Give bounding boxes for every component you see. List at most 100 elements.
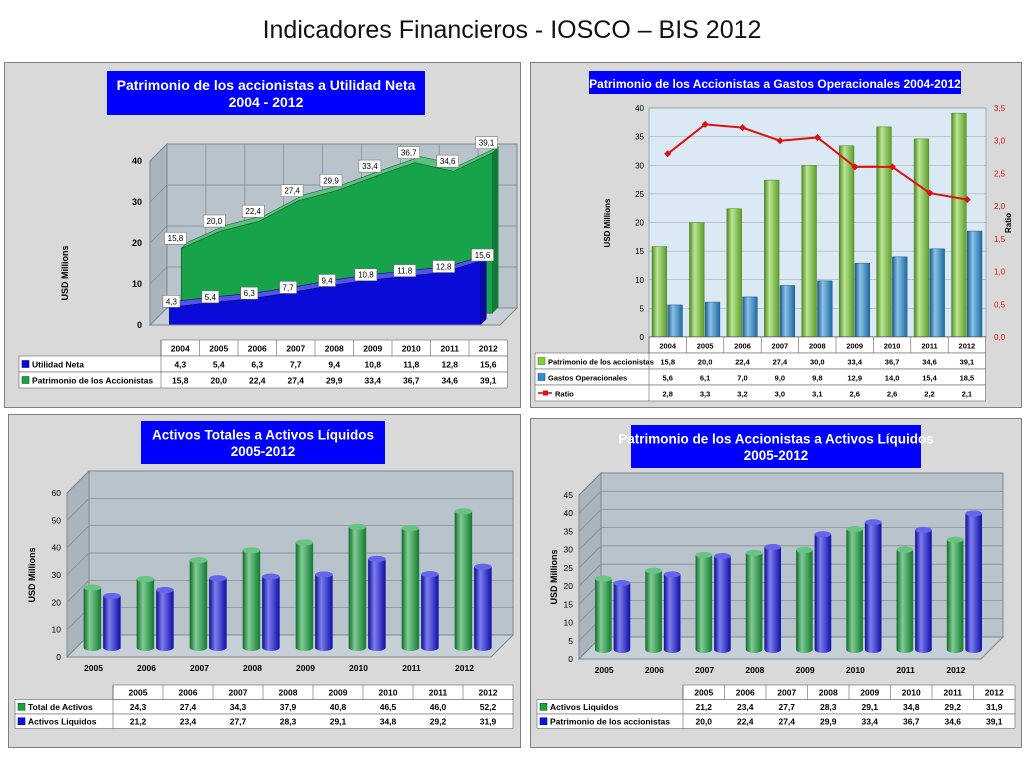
chart0-data-label-box: [471, 248, 494, 262]
chart1-ratio-point: [701, 120, 709, 128]
chart1-table-col-header: 2009: [846, 342, 863, 351]
chart3-bar-top: [846, 526, 863, 533]
table-cell-value: 34,6: [441, 376, 458, 386]
chart-patrimonio-utilidad-neta: Patrimonio de los accionistas a Utilidad…: [18, 71, 519, 389]
table-cell-value: 39,1: [986, 716, 1003, 726]
chart2-table-row: [14, 713, 514, 729]
chart1-y2-tick-label: 3,0: [994, 137, 1006, 146]
chart0-table-col-header: 2006: [248, 344, 267, 354]
legend-marker-icon: [543, 390, 548, 396]
chart3-bar-top: [864, 519, 882, 526]
chart0-data-label-box: [436, 154, 459, 168]
chart0-data-label: 6,3: [244, 289, 256, 298]
table-cell-value: 15,8: [172, 376, 189, 386]
chart1-table-col-header: 2008: [809, 342, 826, 351]
chart0-data-label: 39,1: [479, 139, 495, 148]
chart3-bar: [896, 546, 914, 653]
legend-series-label: Activos Liquidos: [28, 716, 97, 726]
table-cell-value: 6,3: [251, 360, 263, 370]
chart1-y-tick-label: 25: [635, 190, 644, 199]
chart0-title: Patrimonio de los accionistas a Utilidad…: [117, 77, 416, 93]
chart0-data-label-box: [280, 184, 304, 197]
chart0-table-col-header: 2008: [325, 344, 344, 354]
chart2-x-tick-label: 2012: [455, 663, 474, 673]
table-cell-value: 34,8: [380, 716, 397, 726]
legend-series-label: Patrimonio de los accionistas: [550, 716, 670, 726]
chart0-data-label: 15,8: [168, 234, 184, 243]
chart0-data-label-box: [240, 286, 258, 300]
table-cell-value: 22,4: [735, 358, 750, 367]
chart1-y-tick-label: 20: [635, 219, 644, 228]
table-cell-value: 37,9: [280, 702, 297, 712]
chart1-y2-tick-label: 1,0: [994, 268, 1006, 277]
chart2-bar: [368, 555, 386, 651]
legend-series-label: Patrimonio de los Accionistas: [32, 376, 153, 386]
chart2-bar-top: [295, 539, 314, 546]
chart1-ratio-point: [664, 150, 672, 158]
chart1-title: Patrimonio de los Accionistas a Gastos O…: [589, 77, 961, 91]
chart3-bar-top: [613, 580, 631, 587]
chart3-bar: [864, 519, 882, 653]
table-cell-value: 39,1: [960, 358, 975, 367]
chart-activos-totales-liquidos: Activos Totales a Activos Líquidos2005-2…: [14, 421, 515, 729]
chart3-bar-top: [814, 531, 832, 538]
chart3-table-col-header: 2009: [860, 687, 879, 697]
table-cell-value: 15,4: [922, 374, 937, 383]
chart3-bar: [965, 510, 982, 653]
chart3-x-tick-label: 2006: [645, 665, 664, 675]
chart0-data-label: 20,0: [207, 217, 223, 226]
chart0-data-label-box: [203, 214, 226, 228]
chart3-hgrid: [578, 490, 1003, 514]
chart2-title: Activos Totales a Activos Líquidos: [152, 428, 374, 443]
chart2-bar-top: [136, 576, 155, 583]
table-cell-value: 24,3: [130, 702, 147, 712]
table-cell-value: 15,8: [660, 358, 675, 367]
table-cell-value: 2,6: [887, 390, 897, 399]
chart1-ratio-point: [776, 137, 784, 145]
table-cell-value: 9,4: [328, 360, 340, 370]
table-cell-value: 20,0: [210, 376, 227, 386]
chart3-bar: [695, 552, 713, 653]
chart2-x-tick-label: 2008: [243, 663, 262, 673]
chart3-x-tick-label: 2005: [595, 665, 614, 675]
table-cell-value: 3,2: [737, 390, 747, 399]
chart2-table-col-header: 2005: [129, 687, 148, 697]
table-cell-value: 27,4: [778, 716, 795, 726]
chart3-bar-top: [595, 575, 612, 582]
chart0-data-label: 36,7: [401, 149, 417, 158]
chart2-x-tick-label: 2009: [296, 663, 315, 673]
chart3-bar: [663, 571, 681, 653]
chart2-bar-top: [209, 575, 227, 582]
chart2-x-tick-label: 2005: [84, 663, 103, 673]
chart2-bar: [315, 571, 333, 651]
chart2-x-tick-label: 2007: [190, 663, 209, 673]
chart3-x-tick-label: 2012: [946, 665, 965, 675]
panel-patrimonio-utilidad: Patrimonio de los accionistas a Utilidad…: [4, 62, 521, 408]
chart2-x-tick-label: 2010: [349, 663, 368, 673]
chart3-bar: [764, 544, 781, 653]
chart0-data-label: 29,9: [323, 176, 339, 185]
chart3-table-col-header: 2005: [694, 687, 713, 697]
chart2-bar-top: [348, 523, 367, 530]
chart3-bar: [645, 567, 662, 653]
chart0-data-label: 22,4: [245, 207, 261, 216]
table-cell-value: 27,4: [287, 376, 304, 386]
chart3-bar: [745, 549, 763, 653]
chart2-bar-top: [315, 571, 333, 578]
chart0-data-label-box: [432, 260, 455, 273]
chart3-table-col-header: 2012: [985, 687, 1004, 697]
table-cell-value: 29,2: [944, 702, 961, 712]
chart0-data-label-box: [397, 146, 421, 159]
chart1-y-tick-label: 40: [635, 104, 644, 113]
chart0-data-label: 12,8: [436, 263, 452, 272]
legend-series-label: Total de Activos: [28, 702, 93, 712]
chart2-y-tick-label: 10: [52, 625, 62, 635]
chart0-data-label: 7,7: [283, 283, 295, 292]
chart3-bar-top: [915, 526, 932, 533]
chart3-y-tick-label: 20: [564, 581, 574, 591]
table-cell-value: 21,2: [130, 716, 147, 726]
chart3-bar-top: [946, 536, 964, 543]
table-cell-value: 27,4: [180, 702, 197, 712]
chart2-y-tick-label: 50: [52, 515, 62, 525]
chart1-y-tick-label: 30: [635, 161, 644, 170]
